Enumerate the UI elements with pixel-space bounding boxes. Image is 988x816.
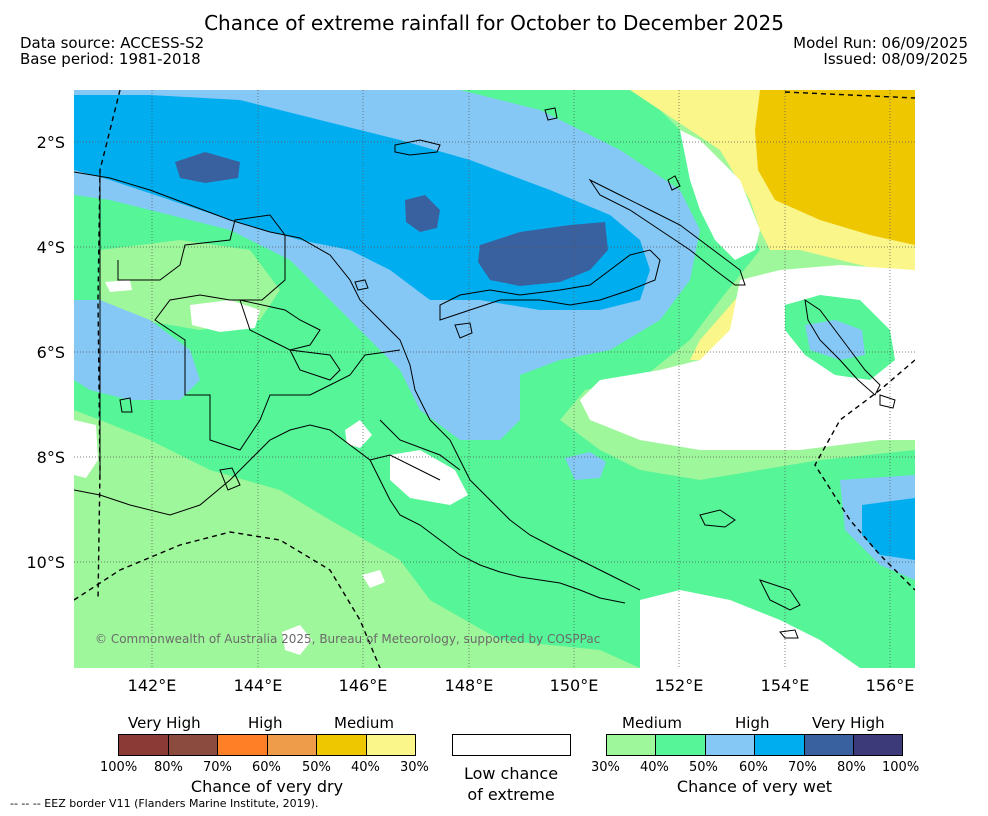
wet-tick: 60% bbox=[739, 760, 768, 775]
wet-50-60-south bbox=[565, 452, 606, 480]
lon-label: 142°E bbox=[128, 676, 177, 695]
wet-legend-header: High bbox=[735, 714, 770, 732]
wet-70-80-north bbox=[175, 152, 240, 183]
dry-tick: 80% bbox=[154, 760, 183, 775]
wet-50-60-west bbox=[74, 300, 200, 400]
lon-label: 152°E bbox=[655, 676, 704, 695]
lon-label: 150°E bbox=[550, 676, 599, 695]
eez-note: -- -- -- EEZ border V11 (Flanders Marine… bbox=[10, 797, 319, 810]
map-title: Chance of extreme rainfall for October t… bbox=[204, 11, 784, 35]
dry-tick: 100% bbox=[100, 760, 138, 775]
wet-legend-caption: Chance of very wet bbox=[676, 777, 833, 796]
wet-swatch bbox=[805, 735, 854, 755]
dry-legend-header: High bbox=[248, 714, 283, 732]
model-run: Model Run: 06/09/2025 bbox=[793, 34, 968, 52]
lat-label: 6°S bbox=[37, 343, 65, 362]
low-chance-nw bbox=[105, 280, 132, 292]
dry-tick: 60% bbox=[252, 760, 281, 775]
low-chance-se bbox=[640, 590, 860, 668]
wet-60-70-se bbox=[862, 498, 915, 560]
eez-borders bbox=[74, 90, 915, 668]
wet-swatch bbox=[706, 735, 755, 755]
wet-swatch bbox=[854, 735, 902, 755]
dry-legend-header: Medium bbox=[334, 714, 394, 732]
dry-legend-caption: Chance of very dry bbox=[190, 777, 344, 796]
low-chance-spot bbox=[362, 570, 385, 588]
rainfall-map: 2°S 4°S 6°S 8°S 10°S 142°E 144°E 146°E 1… bbox=[26, 90, 915, 695]
wet-70-80-center bbox=[405, 195, 440, 232]
wet-colorbar bbox=[606, 734, 903, 756]
dry-swatch bbox=[268, 735, 317, 755]
lat-label: 4°S bbox=[37, 238, 65, 257]
copyright-credit: © Commonwealth of Australia 2025, Bureau… bbox=[95, 632, 601, 646]
coastline bbox=[74, 107, 896, 639]
issued-date: Issued: 08/09/2025 bbox=[823, 50, 968, 68]
wet-tick: 30% bbox=[591, 760, 620, 775]
wet-medium-south bbox=[74, 520, 480, 668]
wet-tick: 70% bbox=[788, 760, 817, 775]
wet-swatch bbox=[755, 735, 805, 755]
wet-legend-header: Very High bbox=[812, 714, 885, 732]
low-chance-south bbox=[282, 625, 312, 655]
low-chance-inland2 bbox=[345, 420, 372, 448]
dry-swatch bbox=[119, 735, 169, 755]
wet-tick: 40% bbox=[640, 760, 669, 775]
lat-label: 2°S bbox=[37, 133, 65, 152]
lon-label: 148°E bbox=[445, 676, 494, 695]
dry-legend-header: Very High bbox=[128, 714, 201, 732]
lon-label: 146°E bbox=[339, 676, 388, 695]
dry-swatch bbox=[218, 735, 268, 755]
low-chance-sw bbox=[74, 420, 98, 478]
dry-swatch bbox=[317, 735, 367, 755]
wet-tick: 100% bbox=[882, 760, 920, 775]
lat-label: 10°S bbox=[26, 553, 65, 572]
wet-tick: 50% bbox=[689, 760, 718, 775]
dry-tick: 50% bbox=[302, 760, 331, 775]
low-chance-inland bbox=[390, 450, 468, 505]
lon-label: 156°E bbox=[866, 676, 915, 695]
lat-label: 8°S bbox=[37, 448, 65, 467]
dry-tick: 40% bbox=[351, 760, 380, 775]
dry-colorbar bbox=[118, 734, 416, 756]
wet-swatch bbox=[607, 735, 656, 755]
data-source: Data source: ACCESS-S2 bbox=[20, 34, 205, 52]
dry-40-50-area bbox=[755, 90, 915, 245]
dry-swatch bbox=[169, 735, 218, 755]
low-chance-ne bbox=[680, 130, 760, 260]
wet-70-80-east bbox=[478, 222, 608, 286]
wet-legend-header: Medium bbox=[622, 714, 682, 732]
dry-tick: 70% bbox=[203, 760, 232, 775]
low-chance-caption-1: Low chance bbox=[463, 764, 559, 783]
graticule bbox=[74, 90, 915, 668]
wet-swatch bbox=[656, 735, 706, 755]
base-period: Base period: 1981-2018 bbox=[20, 50, 201, 68]
dry-tick: 30% bbox=[400, 760, 429, 775]
lon-label: 154°E bbox=[761, 676, 810, 695]
lon-label: 144°E bbox=[234, 676, 283, 695]
dry-swatch bbox=[367, 735, 415, 755]
low-chance-caption-2: of extreme bbox=[467, 785, 555, 804]
wet-tick: 80% bbox=[837, 760, 866, 775]
low-chance-swatch bbox=[452, 734, 571, 756]
